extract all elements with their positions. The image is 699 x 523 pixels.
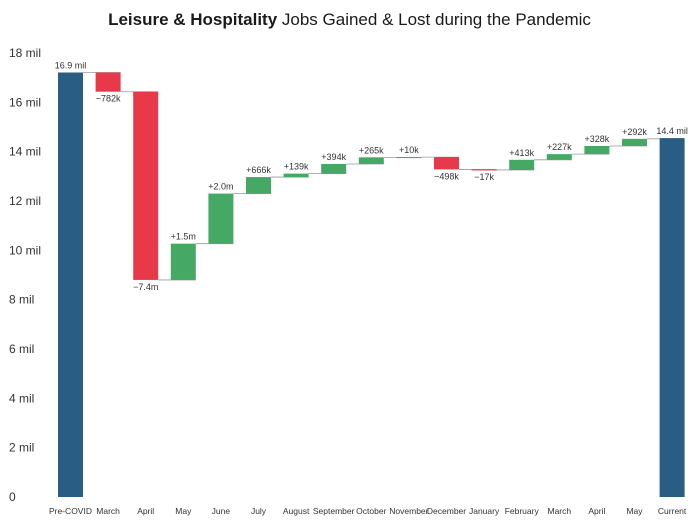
data-label: −782k bbox=[96, 94, 121, 104]
data-label: +265k bbox=[359, 145, 384, 155]
bar-decrease bbox=[95, 72, 121, 92]
bar-increase bbox=[208, 193, 234, 244]
data-label: +1.5m bbox=[171, 232, 196, 242]
x-tick-label: March bbox=[547, 506, 571, 516]
data-label: +2.0m bbox=[208, 182, 233, 192]
bar-increase bbox=[283, 173, 309, 178]
data-label: +394k bbox=[321, 152, 346, 162]
x-tick-label: July bbox=[251, 506, 267, 516]
y-tick-label: 4 mil bbox=[9, 391, 34, 405]
chart-title: Leisure & Hospitality Jobs Gained & Lost… bbox=[0, 10, 699, 30]
data-label: +413k bbox=[509, 148, 534, 158]
y-tick-label: 10 mil bbox=[9, 243, 41, 257]
x-tick-label: November bbox=[389, 506, 428, 516]
y-tick-label: 18 mil bbox=[9, 46, 41, 60]
y-tick-label: 8 mil bbox=[9, 293, 34, 307]
x-tick-label: August bbox=[283, 506, 310, 516]
x-tick-label: January bbox=[469, 506, 500, 516]
data-label: 14.4 mil bbox=[656, 126, 688, 136]
data-label: +10k bbox=[399, 145, 419, 155]
x-tick-label: March bbox=[96, 506, 120, 516]
data-label: +666k bbox=[246, 165, 271, 175]
bar-increase bbox=[546, 154, 572, 160]
x-tick-label: Current bbox=[658, 506, 687, 516]
y-tick-label: 0 bbox=[9, 490, 16, 504]
data-label: +139k bbox=[284, 162, 309, 172]
data-label: 16.9 mil bbox=[55, 60, 87, 70]
y-tick-label: 6 mil bbox=[9, 342, 34, 356]
x-tick-label: December bbox=[427, 506, 466, 516]
y-tick-label: 12 mil bbox=[9, 194, 41, 208]
x-tick-label: Pre-COVID bbox=[49, 506, 92, 516]
data-label: +292k bbox=[622, 127, 647, 137]
data-label: −17k bbox=[474, 172, 494, 182]
y-tick-label: 2 mil bbox=[9, 441, 34, 455]
bar-increase bbox=[170, 243, 196, 280]
x-tick-label: September bbox=[313, 506, 355, 516]
y-tick-label: 14 mil bbox=[9, 145, 41, 159]
bar-increase bbox=[396, 157, 422, 159]
x-tick-label: February bbox=[505, 506, 540, 516]
bar-increase bbox=[246, 177, 271, 194]
x-tick-label: June bbox=[212, 506, 231, 516]
bar-increase bbox=[509, 159, 535, 170]
x-tick-label: October bbox=[356, 506, 386, 516]
bar-increase bbox=[622, 138, 647, 146]
bar-increase bbox=[584, 145, 610, 155]
bar-decrease bbox=[471, 169, 497, 171]
bar-total bbox=[58, 72, 83, 497]
bar-decrease bbox=[434, 157, 459, 170]
x-tick-label: April bbox=[588, 506, 605, 516]
data-label: +328k bbox=[585, 134, 610, 144]
chart-title-bold: Leisure & Hospitality bbox=[108, 10, 278, 29]
chart-title-rest: Jobs Gained & Lost during the Pandemic bbox=[277, 10, 591, 29]
x-tick-label: April bbox=[137, 506, 154, 516]
x-tick-label: May bbox=[175, 506, 192, 516]
x-tick-label: May bbox=[626, 506, 643, 516]
data-label: −498k bbox=[434, 171, 459, 181]
bar-increase bbox=[321, 164, 347, 174]
bar-total bbox=[659, 138, 685, 497]
bar-decrease bbox=[133, 91, 159, 280]
data-label: −7.4m bbox=[133, 282, 158, 292]
y-tick-label: 16 mil bbox=[9, 95, 41, 109]
data-label: +227k bbox=[547, 142, 572, 152]
bar-increase bbox=[358, 157, 384, 164]
